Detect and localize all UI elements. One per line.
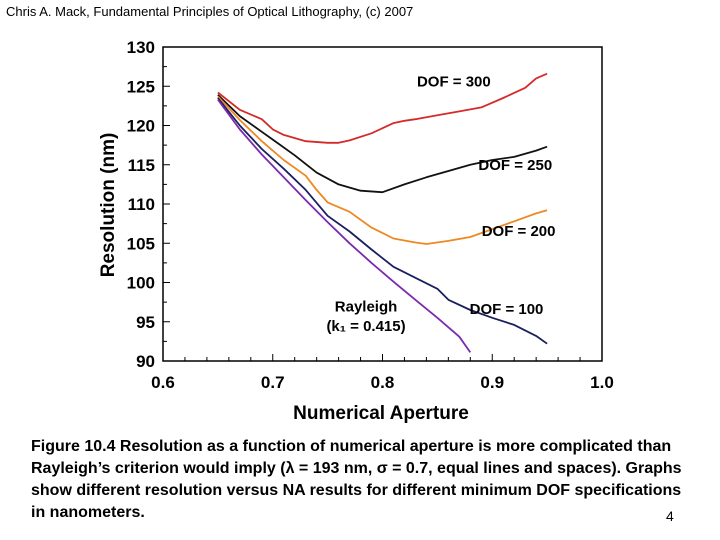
y-tick-label: 100 — [127, 274, 155, 293]
axes-layer: 0.6 0.7 0.8 0.9 1.0 90 95 100 105 110 115 120 125 130 — [127, 38, 614, 392]
y-tick-label: 110 — [128, 195, 155, 214]
series-line-dof-200 — [217, 95, 548, 245]
series-line-dof-250 — [217, 94, 548, 194]
annotation-label: Rayleigh — [335, 299, 398, 316]
y-tick-label: 120 — [127, 117, 155, 136]
header-citation: Chris A. Mack, Fundamental Principles of… — [6, 4, 414, 19]
annotation-label: DOF = 100 — [470, 301, 544, 318]
x-tick-label: 0.9 — [480, 373, 504, 392]
annotation-label: (k₁ = 0.415) — [326, 318, 405, 335]
series-line-rayleigh — [217, 99, 472, 353]
y-tick-label: 125 — [127, 77, 155, 96]
x-tick-label: 0.7 — [261, 373, 285, 392]
slide-number: 4 — [666, 508, 674, 524]
series-line-dof-300 — [217, 72, 548, 144]
series-layer — [217, 72, 548, 353]
y-tick-label: 105 — [127, 234, 155, 253]
y-axis-label: Resolution (nm) — [98, 133, 119, 278]
x-tick-label: 0.6 — [151, 373, 175, 392]
series-line-dof-100 — [217, 97, 548, 345]
figure-caption: Figure 10.4 Resolution as a function of … — [31, 438, 682, 521]
labels-layer: DOF = 300 DOF = 250 DOF = 200 DOF = 100 Rayl… — [326, 73, 555, 335]
y-tick-label: 90 — [136, 352, 155, 371]
annotation-label: DOF = 200 — [482, 223, 556, 240]
x-axis-label: Numerical Aperture — [293, 403, 469, 424]
y-tick-label: 115 — [128, 156, 155, 175]
y-tick-label: 95 — [136, 313, 155, 332]
y-tick-label: 130 — [127, 38, 155, 57]
x-tick-label: 0.8 — [371, 373, 395, 392]
x-tick-label: 1.0 — [590, 373, 614, 392]
annotation-label: DOF = 250 — [478, 157, 552, 174]
annotation-label: DOF = 300 — [417, 73, 491, 90]
